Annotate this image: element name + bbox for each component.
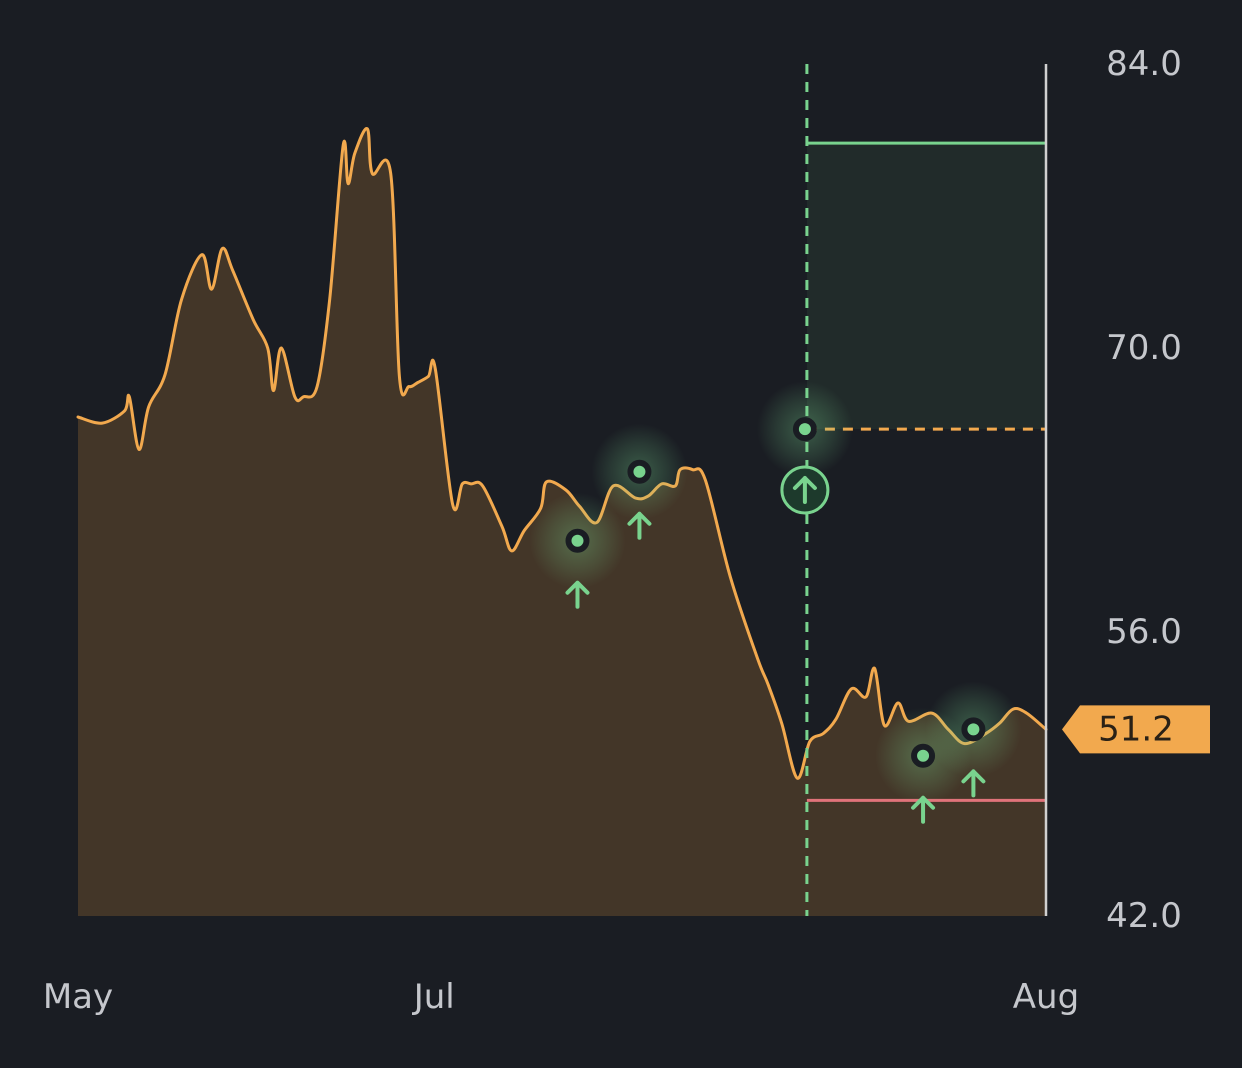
y-tick-label: 70.0 bbox=[1106, 328, 1182, 368]
price-flag bbox=[1062, 705, 1210, 754]
signal-3-dot bbox=[917, 749, 930, 762]
current-price-label: 51.2 bbox=[1062, 705, 1210, 754]
price-line bbox=[76, 127, 1048, 780]
buy-signal-3-arrow-up-icon bbox=[911, 795, 936, 824]
signal-markers bbox=[529, 381, 1022, 824]
signal-1-dot bbox=[571, 534, 584, 547]
y-tick-label: 84.0 bbox=[1106, 44, 1182, 84]
x-tick-label: Jul bbox=[412, 977, 455, 1017]
signal-2-dot bbox=[633, 465, 646, 478]
entry-point-dot bbox=[798, 423, 811, 436]
target-zone bbox=[806, 143, 1046, 430]
axes: 84.0 70.0 56.0 42.0 May Jul Aug 51.2 bbox=[43, 44, 1210, 1017]
buy-signal-4-arrow-up-icon bbox=[961, 769, 986, 798]
buy-signal-1-arrow-up-icon bbox=[565, 580, 590, 609]
x-tick-label: May bbox=[43, 977, 113, 1017]
entry-arrow-up-circle-icon bbox=[792, 476, 817, 504]
target-zone-layer bbox=[806, 143, 1046, 430]
x-tick-label: Aug bbox=[1013, 977, 1079, 1017]
y-tick-label: 42.0 bbox=[1106, 896, 1182, 936]
buy-signal-2-arrow-up-icon bbox=[627, 511, 652, 540]
y-tick-label: 56.0 bbox=[1106, 612, 1182, 652]
current-price-value: 51.2 bbox=[1098, 709, 1174, 749]
signal-4-dot bbox=[967, 723, 980, 736]
